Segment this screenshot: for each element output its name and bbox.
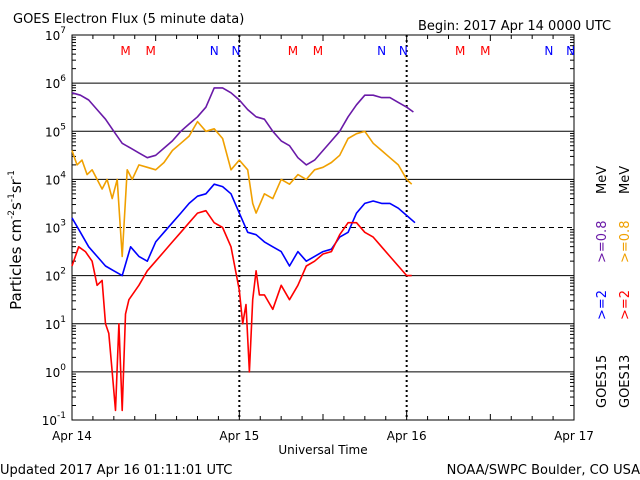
legend-goes15: GOES15 [595,355,610,408]
x-tick-labels: Apr 14 Apr 15 Apr 16 Apr 17 [52,429,594,443]
x-axis-label: Universal Time [278,443,367,457]
credit-text: NOAA/SWPC Boulder, CO USA [447,463,640,478]
marker-n: N [231,44,240,58]
series-lines [71,87,416,412]
y-tick-label: 105 [45,122,66,139]
x-tick-label: Apr 16 [387,429,427,443]
chart-title: GOES Electron Flux (5 minute data) [13,12,244,27]
y-tick-label: 10-1 [42,411,66,428]
marker-m: M [480,44,490,58]
marker-n: N [210,44,219,58]
legend-goes13-ge2: >=2 [618,290,633,320]
y-tick-label: 101 [45,315,66,332]
marker-m: M [288,44,298,58]
updated-text: Updated 2017 Apr 16 01:11:01 UTC [0,463,232,478]
y-tick-label: 100 [45,363,66,380]
y-tick-label: 107 [45,26,66,43]
marker-n: N [399,44,408,58]
grid [72,82,574,373]
begin-time: Begin: 2017 Apr 14 0000 UTC [418,19,611,34]
y-tick-label: 102 [45,267,66,284]
legend-goes15-ge08: >=0.8 [595,221,610,263]
x-tick-label: Apr 17 [554,429,594,443]
series-line-0 [71,87,414,166]
legend: GOES15 GOES13 >=2 >=2 >=0.8 >=0.8 MeV Me… [595,166,633,408]
marker-m: M [145,44,155,58]
series-line-1 [71,120,413,258]
marker-m: M [313,44,323,58]
legend-goes15-ge2: >=2 [595,290,610,320]
legend-goes13-ge08: >=0.8 [618,221,633,263]
y-axis-label: Particles cm-2s-1sr-1 [7,170,25,310]
marker-m: M [455,44,465,58]
y-tick-label: 104 [45,170,66,187]
marker-n: N [566,44,575,58]
legend-unit-2: MeV [618,166,633,194]
y-tick-label: 103 [45,219,66,236]
axis-ticks [71,35,575,420]
y-tick-labels: 10-1 100 101 102 103 104 105 106 107 [42,26,67,428]
x-tick-label: Apr 15 [219,429,259,443]
x-tick-label: Apr 14 [52,429,92,443]
legend-goes13: GOES13 [618,355,633,408]
marker-m: M [120,44,130,58]
y-tick-label: 106 [45,74,66,91]
marker-n: N [544,44,553,58]
series-line-3 [71,209,412,412]
legend-unit-1: MeV [595,166,610,194]
marker-n: N [377,44,386,58]
series-line-2 [71,183,416,277]
